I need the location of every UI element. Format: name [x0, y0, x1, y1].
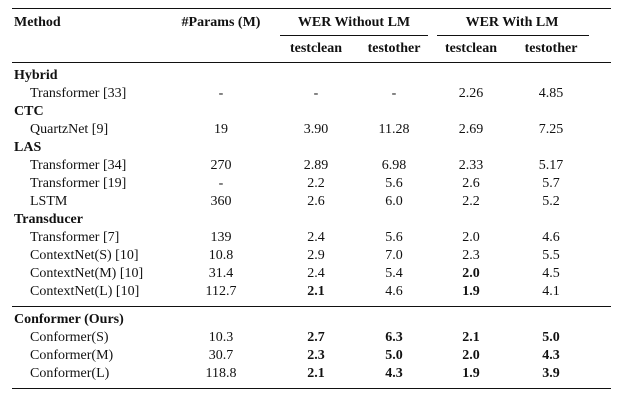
cell-testother-lm: 3.9	[542, 366, 560, 381]
row-params: 360	[210, 194, 232, 209]
cell-testother-no-lm: 5.0	[385, 348, 403, 363]
cell-testclean-lm: 2.26	[458, 86, 484, 101]
cell-testother-no-lm: 4.6	[385, 284, 403, 299]
cell-testother-lm: 5.7	[542, 176, 560, 191]
cell-testclean-lm: 2.2	[462, 194, 480, 209]
cell-testother-no-lm: 11.28	[378, 122, 410, 137]
cell-testother-lm: 4.1	[542, 284, 560, 299]
cell-testother-lm: 5.0	[542, 330, 560, 345]
cell-testclean-no-lm: -	[313, 86, 319, 101]
cell-testother-lm: 5.2	[542, 194, 560, 209]
cell-testclean-lm: 2.0	[462, 230, 480, 245]
section-label: Conformer (Ours)	[14, 312, 124, 327]
header-rule	[12, 62, 611, 63]
row-method: Transformer [7]	[30, 230, 120, 245]
bottom-rule	[12, 388, 611, 389]
cell-testclean-no-lm: 2.7	[307, 330, 325, 345]
row-params: 118.8	[205, 366, 237, 381]
row-method: Transformer [34]	[30, 158, 127, 173]
row-params: 112.7	[205, 284, 237, 299]
cell-testclean-lm: 2.33	[458, 158, 484, 173]
row-method: ContextNet(M) [10]	[30, 266, 144, 281]
cell-testclean-no-lm: 2.6	[307, 194, 325, 209]
cell-testclean-no-lm: 2.4	[307, 266, 325, 281]
cell-testother-lm: 4.85	[538, 86, 564, 101]
cell-testother-lm: 4.3	[542, 348, 560, 363]
cell-testclean-no-lm: 2.4	[307, 230, 325, 245]
cell-testother-lm: 4.6	[542, 230, 560, 245]
row-params: 270	[210, 158, 232, 173]
conformer-rule	[12, 306, 611, 307]
cell-testother-no-lm: 7.0	[385, 248, 403, 263]
header-wer-with-lm: WER With LM	[465, 15, 559, 30]
cell-testclean-lm: 1.9	[462, 366, 480, 381]
header-method: Method	[14, 15, 61, 30]
header-testother-no-lm: testother	[367, 41, 421, 56]
cell-testother-no-lm: 5.6	[385, 176, 403, 191]
cell-testclean-no-lm: 2.1	[307, 284, 325, 299]
cell-testother-lm: 4.5	[542, 266, 560, 281]
cell-testclean-lm: 2.69	[458, 122, 484, 137]
row-method: Conformer(S)	[30, 330, 109, 345]
section-label: Transducer	[14, 212, 83, 227]
cell-testclean-lm: 2.6	[462, 176, 480, 191]
row-params: 19	[214, 122, 228, 137]
cell-testother-no-lm: -	[391, 86, 397, 101]
row-params: -	[218, 86, 224, 101]
wer-with-lm-rule	[437, 35, 589, 36]
cell-testclean-no-lm: 2.3	[307, 348, 325, 363]
header-params: #Params (M)	[181, 15, 261, 30]
cell-testclean-lm: 2.0	[462, 266, 480, 281]
section-label: CTC	[14, 104, 44, 119]
row-params: 10.3	[208, 330, 234, 345]
cell-testclean-no-lm: 2.2	[307, 176, 325, 191]
cell-testother-no-lm: 5.6	[385, 230, 403, 245]
row-method: QuartzNet [9]	[30, 122, 109, 137]
cell-testother-lm: 5.5	[542, 248, 560, 263]
cell-testother-lm: 5.17	[538, 158, 564, 173]
top-rule	[12, 8, 611, 9]
cell-testclean-no-lm: 2.1	[307, 366, 325, 381]
header-wer-without-lm: WER Without LM	[297, 15, 411, 30]
cell-testclean-no-lm: 2.89	[303, 158, 329, 173]
row-params: 139	[210, 230, 232, 245]
row-params: 30.7	[208, 348, 234, 363]
cell-testother-no-lm: 4.3	[385, 366, 403, 381]
row-method: Conformer(L)	[30, 366, 110, 381]
cell-testclean-no-lm: 3.90	[303, 122, 329, 137]
cell-testother-no-lm: 6.98	[381, 158, 407, 173]
cell-testother-no-lm: 6.0	[385, 194, 403, 209]
cell-testclean-lm: 2.3	[462, 248, 480, 263]
row-params: -	[218, 176, 224, 191]
row-method: ContextNet(S) [10]	[30, 248, 139, 263]
row-method: Conformer(M)	[30, 348, 114, 363]
cell-testother-no-lm: 5.4	[385, 266, 403, 281]
cell-testclean-no-lm: 2.9	[307, 248, 325, 263]
section-label: Hybrid	[14, 68, 58, 83]
row-method: ContextNet(L) [10]	[30, 284, 140, 299]
section-label: LAS	[14, 140, 42, 155]
row-params: 31.4	[208, 266, 234, 281]
cell-testclean-lm: 1.9	[462, 284, 480, 299]
row-params: 10.8	[208, 248, 234, 263]
row-method: Transformer [19]	[30, 176, 127, 191]
cell-testother-no-lm: 6.3	[385, 330, 403, 345]
header-testclean-no-lm: testclean	[289, 41, 343, 56]
row-method: LSTM	[30, 194, 68, 209]
cell-testclean-lm: 2.0	[462, 348, 480, 363]
row-method: Transformer [33]	[30, 86, 127, 101]
header-testother-lm: testother	[524, 41, 578, 56]
header-testclean-lm: testclean	[444, 41, 498, 56]
wer-without-lm-rule	[280, 35, 428, 36]
cell-testother-lm: 7.25	[538, 122, 564, 137]
cell-testclean-lm: 2.1	[462, 330, 480, 345]
